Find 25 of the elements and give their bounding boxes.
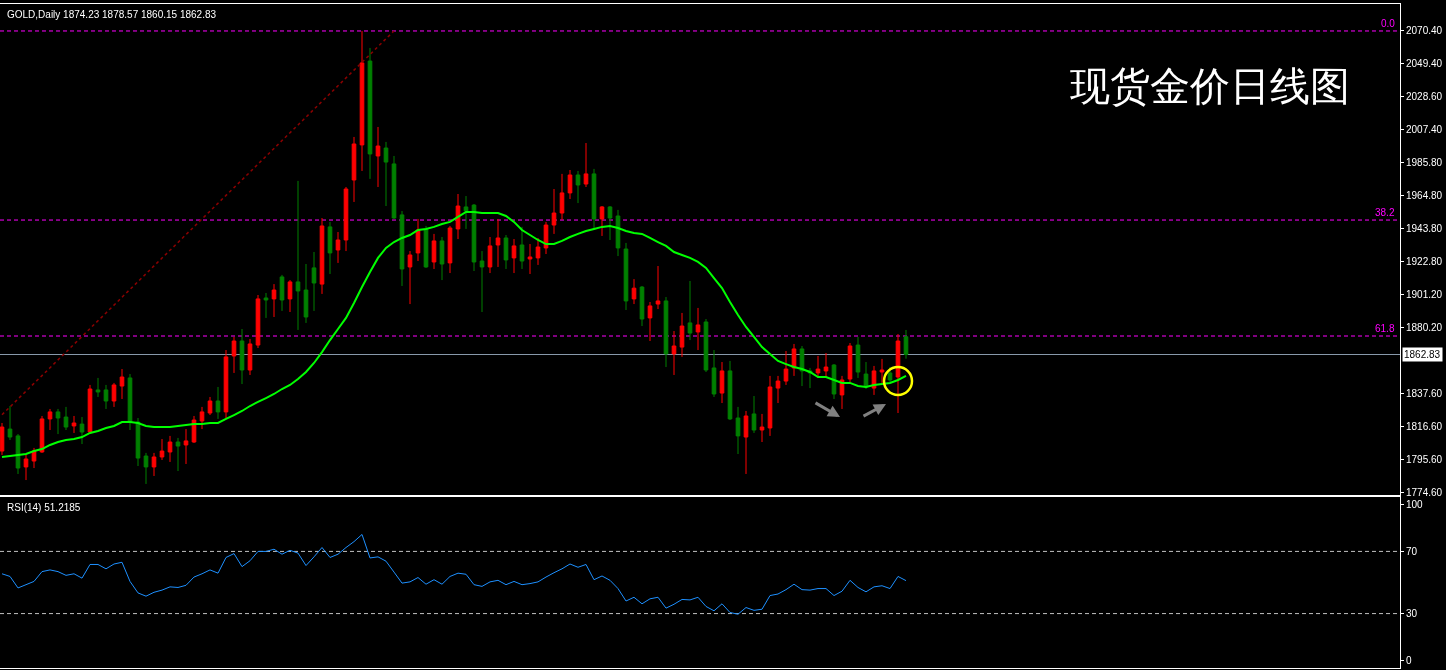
y-tick-label: 1901.20 xyxy=(1406,289,1443,301)
y-tick-label: 30 xyxy=(1406,608,1418,620)
y-tick-label: 1964.80 xyxy=(1406,190,1443,202)
ref-line-label: 1862.83 xyxy=(1404,349,1441,360)
y-tick-label: 70 xyxy=(1406,545,1418,557)
y-tick-label: 2070.40 xyxy=(1406,25,1443,37)
annotation: 61.8 xyxy=(1375,323,1395,334)
y-tick-label: 1943.80 xyxy=(1406,222,1443,234)
y-tick-label: 1816.60 xyxy=(1406,421,1443,433)
y-tick-label: 100 xyxy=(1406,499,1424,511)
annotation: RSI(14) 51.2185 xyxy=(7,502,81,513)
y-tick-label: 2049.40 xyxy=(1406,58,1443,70)
y-tick-label: 1795.60 xyxy=(1406,453,1443,465)
y-tick-label: 1774.60 xyxy=(1406,486,1443,498)
y-tick-label: 1922.80 xyxy=(1406,255,1443,267)
y-tick-label: 2028.60 xyxy=(1406,90,1443,102)
annotation: 0.0 xyxy=(1381,18,1396,29)
y-tick-label: 1837.60 xyxy=(1406,388,1443,400)
text: 现货金价日线图 xyxy=(1070,64,1350,109)
y-tick-label: 1985.80 xyxy=(1406,157,1443,169)
y-tick-label: 1880.20 xyxy=(1406,321,1443,333)
y-tick-label: 0 xyxy=(1406,654,1412,666)
annotation: 38.2 xyxy=(1375,207,1395,218)
annotation: GOLD,Daily 1874.23 1878.57 1860.15 1862.83 xyxy=(7,9,217,20)
y-tick-label: 2007.40 xyxy=(1406,123,1443,135)
